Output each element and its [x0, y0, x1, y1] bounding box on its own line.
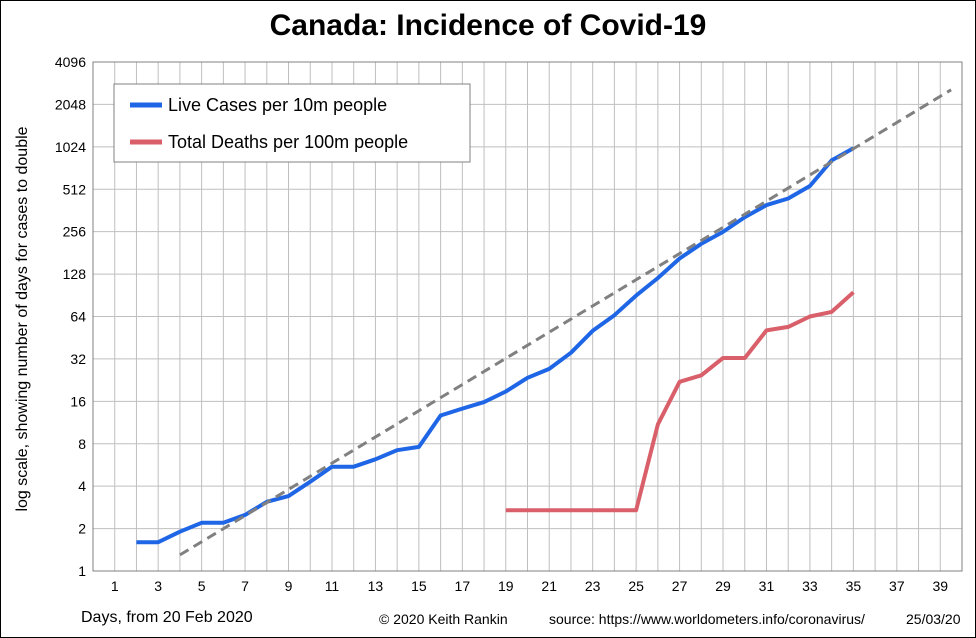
trend-line-dashed: [179, 88, 952, 557]
x-tick-label: 11: [325, 578, 340, 594]
y-tick-label: 32: [70, 351, 86, 367]
y-tick-label: 4: [78, 478, 86, 494]
y-tick-label: 2: [78, 521, 86, 537]
x-tick-label: 1: [111, 578, 119, 594]
y-tick-label: 1: [78, 563, 86, 579]
x-tick-label: 33: [802, 578, 818, 594]
y-tick-label: 16: [70, 393, 86, 409]
footer-copyright: © 2020 Keith Rankin: [379, 611, 508, 627]
y-tick-label: 2048: [55, 96, 86, 112]
y-axis-label: log scale, showing number of days for ca…: [14, 126, 31, 512]
y-tick-label: 8: [78, 436, 86, 452]
y-tick-label: 1024: [55, 139, 86, 155]
x-tick-label: 13: [368, 578, 384, 594]
x-tick-label: 7: [241, 578, 249, 594]
y-tick-label: 512: [63, 181, 87, 197]
x-tick-label: 21: [541, 578, 557, 594]
x-tick-label: 25: [628, 578, 644, 594]
legend-label: Live Cases per 10m people: [168, 95, 387, 115]
legend-label: Total Deaths per 100m people: [168, 132, 408, 152]
y-tick-label: 128: [63, 266, 87, 282]
x-tick-label: 29: [715, 578, 731, 594]
x-tick-label: 39: [932, 578, 948, 594]
y-tick-label: 256: [63, 224, 87, 240]
x-tick-label: 9: [285, 578, 293, 594]
plot-border: [92, 61, 963, 572]
x-tick-label: 19: [498, 578, 514, 594]
chart-title: Canada: Incidence of Covid-19: [269, 9, 707, 42]
x-axis-label: Days, from 20 Feb 2020: [81, 609, 253, 626]
y-tick-label: 4096: [55, 54, 86, 70]
x-tick-label: 17: [455, 578, 471, 594]
x-tick-label: 15: [411, 578, 427, 594]
legend-box: [113, 83, 471, 163]
footer-source: source: https://www.worldometers.info/co…: [549, 611, 865, 627]
x-tick-label: 23: [585, 578, 601, 594]
x-tick-label: 3: [154, 578, 162, 594]
x-tick-label: 5: [198, 578, 206, 594]
x-tick-label: 37: [889, 578, 905, 594]
x-tick-label: 31: [759, 578, 775, 594]
footer-date: 25/03/20: [906, 611, 961, 627]
x-tick-label: 35: [846, 578, 862, 594]
series-line-total-deaths: [505, 290, 855, 513]
y-tick-label: 64: [70, 309, 86, 325]
x-tick-label: 27: [672, 578, 688, 594]
